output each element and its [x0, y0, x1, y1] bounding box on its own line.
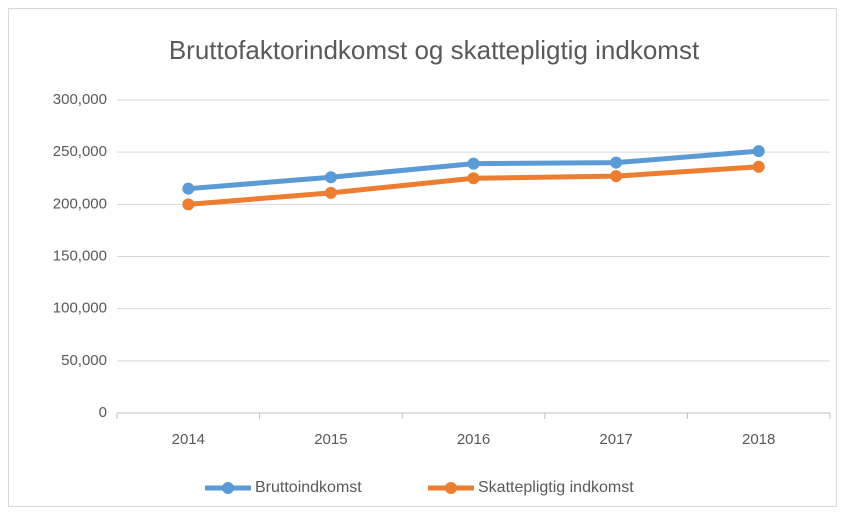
series-marker — [752, 145, 765, 158]
chart-title: Bruttofaktorindkomst og skattepligtig in… — [169, 35, 700, 65]
y-tick-label: 150,000 — [53, 247, 107, 264]
x-tick-label: 2016 — [457, 431, 490, 448]
x-tick-label: 2014 — [172, 431, 205, 448]
y-tick-label: 250,000 — [53, 143, 107, 160]
legend-marker — [445, 482, 457, 494]
y-tick-label: 300,000 — [53, 91, 107, 108]
y-tick-label: 50,000 — [61, 352, 107, 369]
series-marker — [182, 198, 195, 211]
series-marker — [324, 171, 337, 184]
y-tick-label: 100,000 — [53, 300, 107, 317]
legend-marker — [222, 482, 234, 494]
series-marker — [610, 156, 623, 169]
series-marker — [324, 186, 337, 199]
series-marker — [752, 160, 765, 173]
x-tick-label: 2017 — [599, 431, 632, 448]
legend-label: Skattepligtig indkomst — [478, 479, 634, 496]
x-tick-label: 2015 — [314, 431, 347, 448]
series-marker — [182, 182, 195, 195]
series-marker — [467, 157, 480, 170]
y-tick-label: 200,000 — [53, 195, 107, 212]
legend-label: Bruttoindkomst — [255, 479, 362, 496]
y-tick-label: 0 — [99, 404, 107, 421]
chart-border — [8, 8, 837, 507]
x-tick-label: 2018 — [742, 431, 775, 448]
series-marker — [610, 170, 623, 183]
series-marker — [467, 172, 480, 185]
